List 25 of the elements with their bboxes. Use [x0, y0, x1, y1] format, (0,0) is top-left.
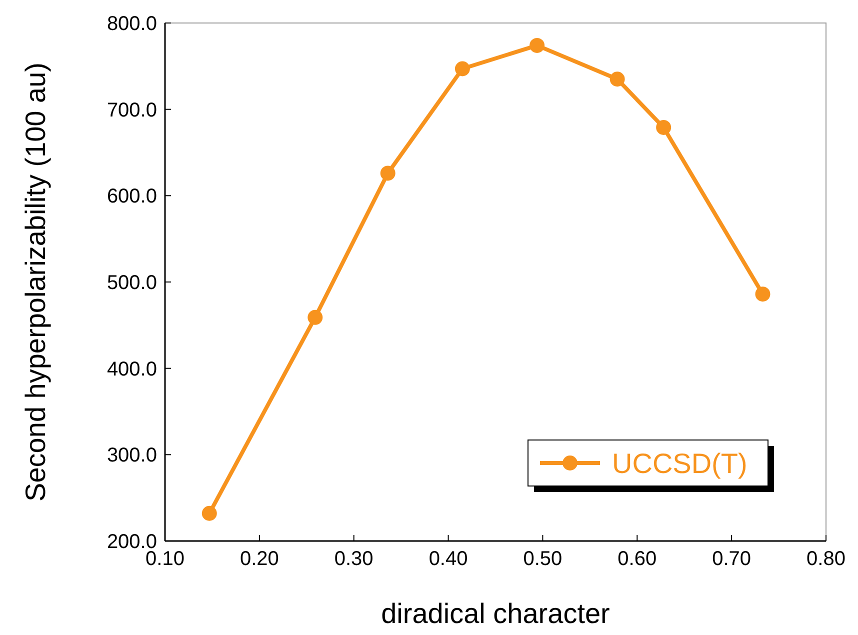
x-tick-label: 0.80 [806, 548, 846, 570]
x-tick-label: 0.60 [618, 548, 657, 570]
point [308, 310, 323, 325]
y-tick-label: 600.0 [106, 186, 157, 208]
point [610, 72, 625, 87]
x-tick-label: 0.70 [712, 548, 752, 570]
y-tick-label: 300.0 [106, 444, 157, 467]
y-tick-label: 400.0 [106, 358, 157, 380]
y-tick-label: 700.0 [106, 99, 157, 122]
point [755, 286, 770, 302]
point [202, 506, 217, 521]
x-tick-label: 0.10 [146, 548, 184, 570]
y-axis-title: Second hyperpolarizability (100 au) [20, 62, 51, 502]
x-tick-label: 0.30 [334, 548, 374, 570]
point [656, 120, 672, 135]
x-tick-label: 0.20 [240, 548, 279, 570]
legend-label: UCCSD(T) [612, 448, 748, 479]
point [530, 38, 545, 53]
point [454, 61, 470, 76]
y-tick-label: 500.0 [106, 272, 157, 294]
x-axis-title: diradical character [381, 598, 610, 629]
point [380, 166, 396, 181]
y-tick-label: 800.0 [106, 13, 157, 35]
x-tick-label: 0.40 [428, 548, 468, 570]
x-tick-label: 0.50 [523, 548, 562, 570]
